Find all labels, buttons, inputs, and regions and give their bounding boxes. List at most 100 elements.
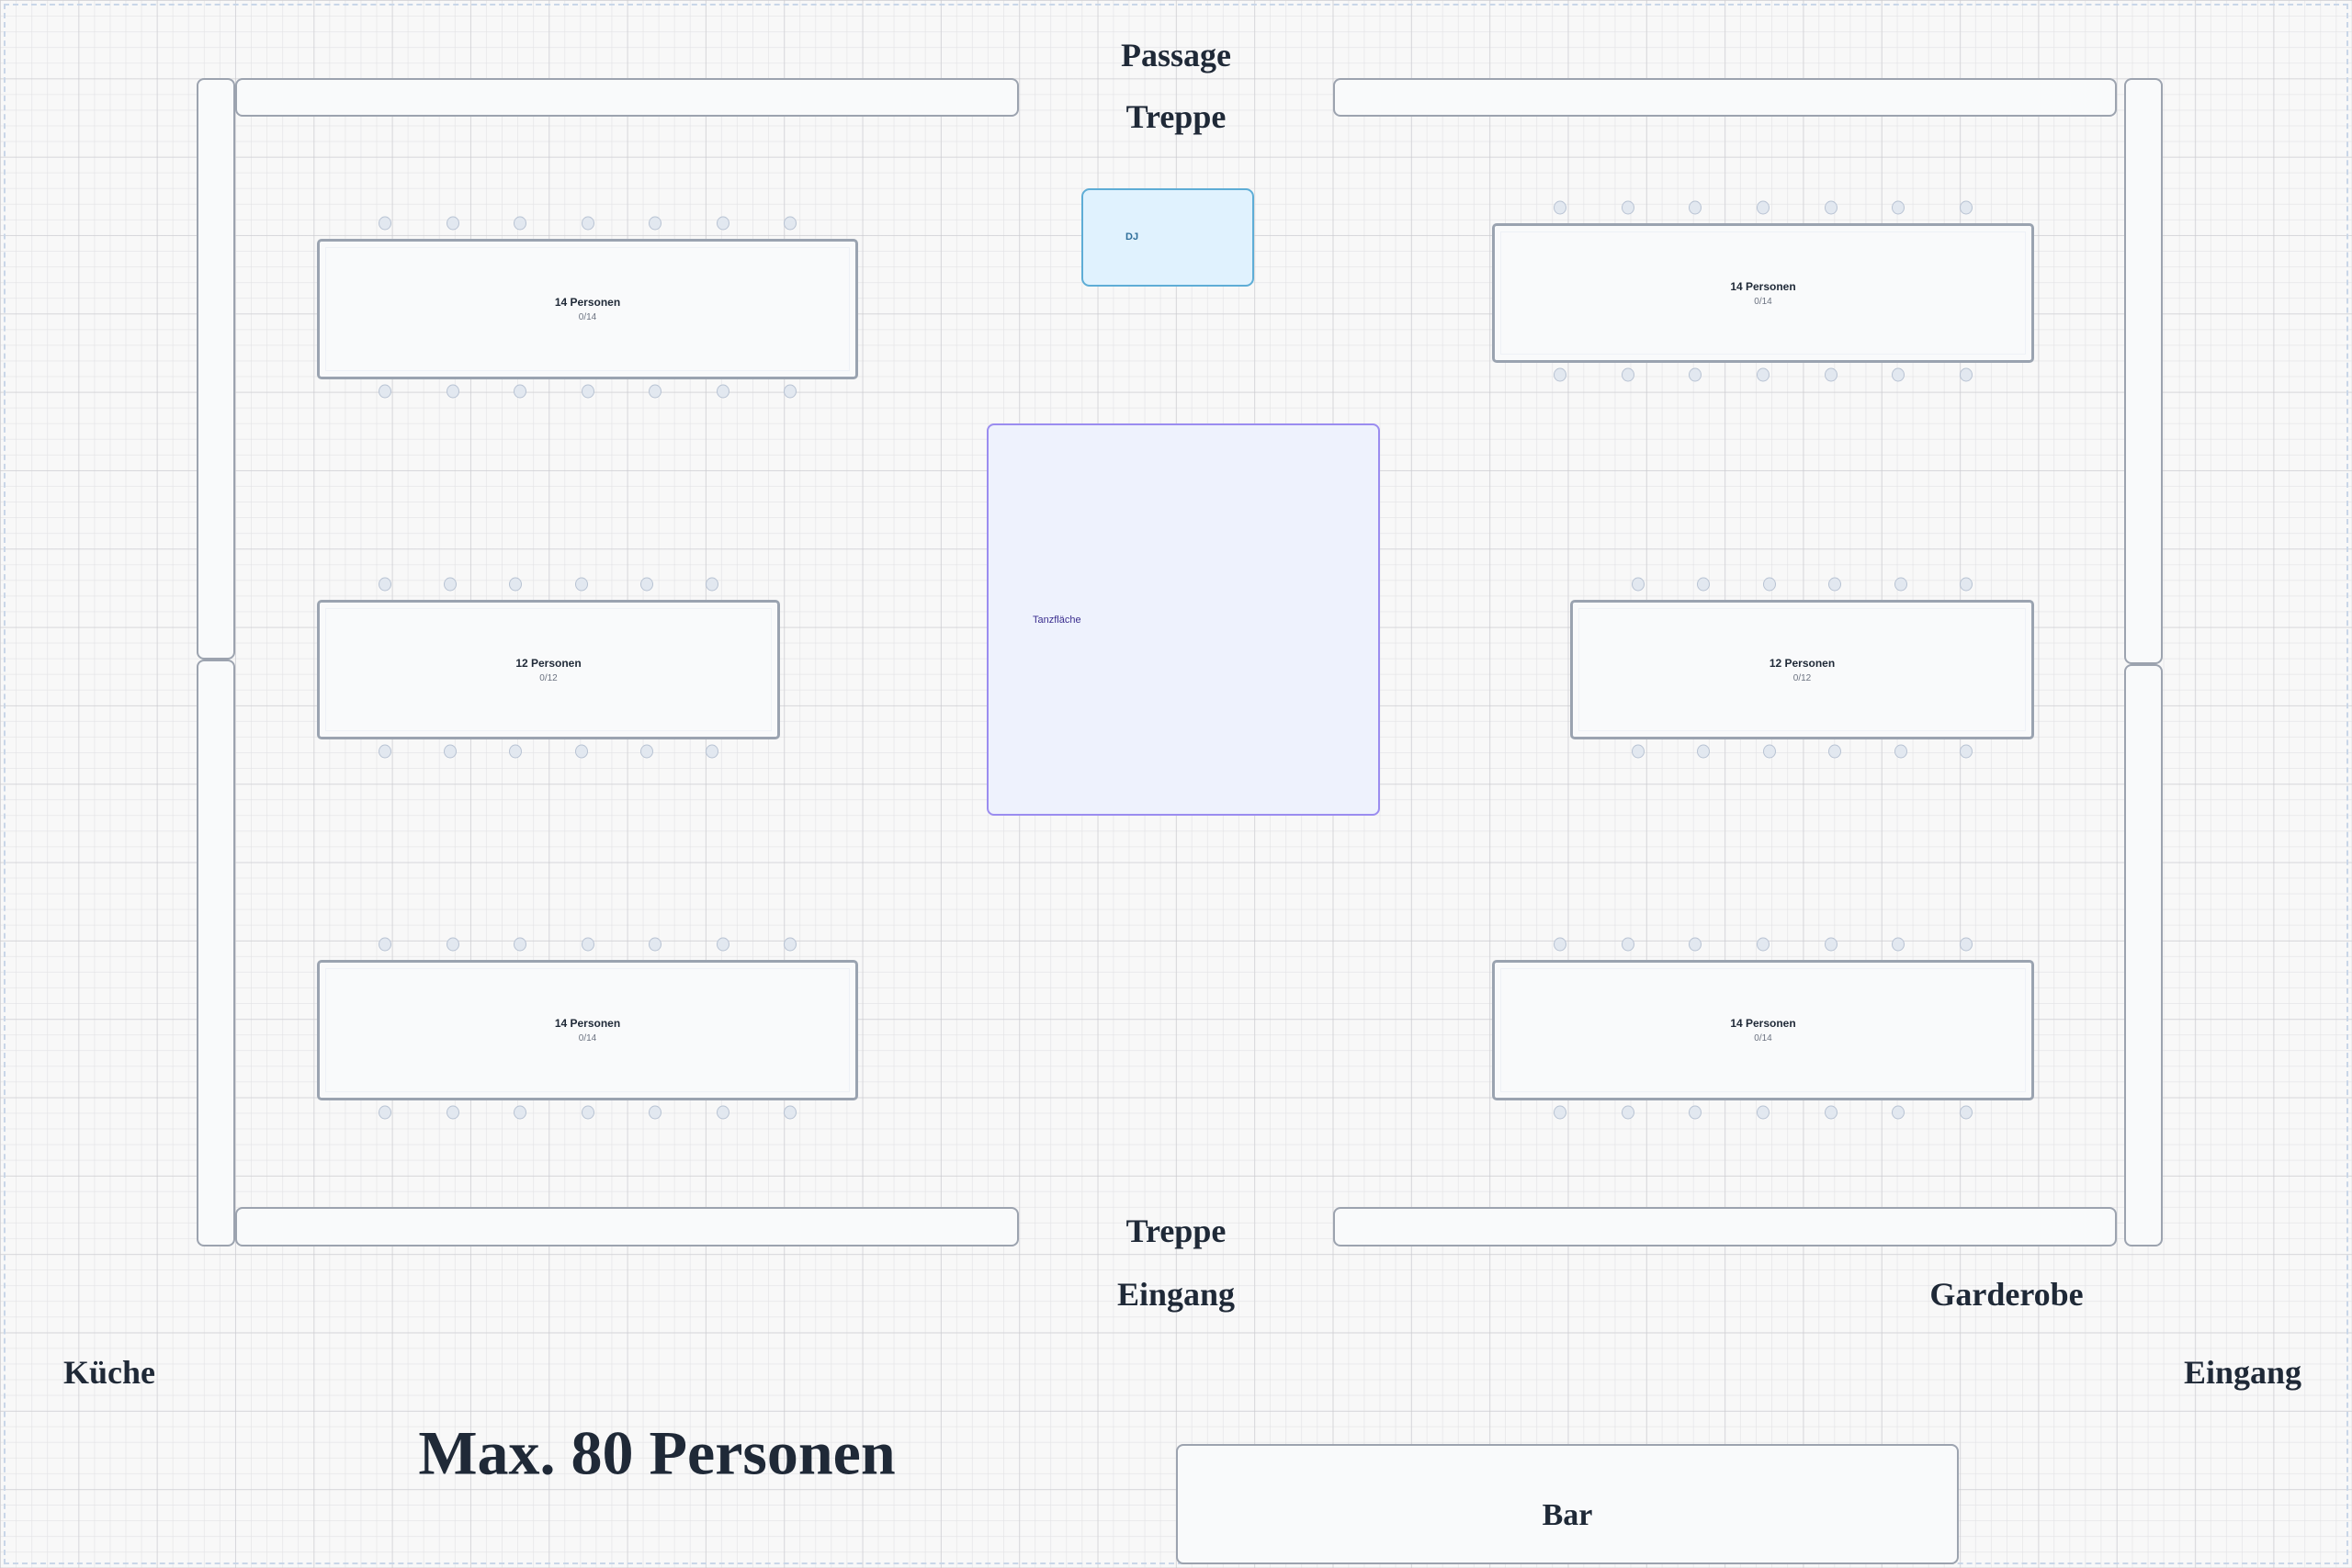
wall-right-upper[interactable]: [2124, 78, 2163, 664]
chair[interactable]: [1894, 577, 1907, 592]
chair[interactable]: [446, 1105, 459, 1120]
chair[interactable]: [784, 384, 797, 399]
wall-right-lower[interactable]: [2124, 664, 2163, 1247]
dj-booth[interactable]: DJ: [1081, 188, 1254, 287]
chair[interactable]: [1960, 1105, 1973, 1120]
chair[interactable]: [514, 216, 526, 231]
chair[interactable]: [1828, 577, 1842, 592]
chair[interactable]: [1960, 744, 1973, 759]
chair[interactable]: [1689, 200, 1702, 215]
chair[interactable]: [716, 384, 729, 399]
chair[interactable]: [1689, 1105, 1702, 1120]
dancefloor[interactable]: Tanzfläche: [987, 423, 1380, 816]
wall-top-right[interactable]: [1333, 78, 2117, 117]
chair[interactable]: [649, 937, 662, 952]
table[interactable]: 14 Personen 0/14: [1492, 223, 2034, 363]
chair[interactable]: [1554, 200, 1566, 215]
chair[interactable]: [706, 744, 718, 759]
chair[interactable]: [581, 216, 594, 231]
chair[interactable]: [379, 744, 391, 759]
chair[interactable]: [716, 1105, 729, 1120]
chair[interactable]: [1892, 1105, 1905, 1120]
chair[interactable]: [1689, 367, 1702, 382]
chair[interactable]: [581, 1105, 594, 1120]
chair[interactable]: [444, 577, 458, 592]
chair[interactable]: [514, 937, 526, 952]
chair[interactable]: [1824, 937, 1838, 952]
chair[interactable]: [784, 216, 797, 231]
chair[interactable]: [1689, 937, 1702, 952]
chair[interactable]: [581, 384, 594, 399]
wall-top-left[interactable]: [235, 78, 1019, 117]
chair[interactable]: [446, 384, 459, 399]
chair[interactable]: [1960, 577, 1973, 592]
chair[interactable]: [1554, 1105, 1566, 1120]
chair[interactable]: [379, 384, 391, 399]
chair[interactable]: [1828, 744, 1842, 759]
chair[interactable]: [446, 216, 459, 231]
chair[interactable]: [581, 937, 594, 952]
chair[interactable]: [1757, 1105, 1770, 1120]
chair[interactable]: [1632, 744, 1645, 759]
table[interactable]: 14 Personen 0/14: [317, 960, 858, 1100]
chair[interactable]: [1697, 744, 1711, 759]
label-passage: Passage: [1121, 37, 1231, 73]
table-occupancy: 0/12: [1792, 672, 1812, 683]
table[interactable]: 12 Personen 0/12: [1570, 600, 2034, 739]
chair[interactable]: [649, 216, 662, 231]
chair[interactable]: [649, 1105, 662, 1120]
chair[interactable]: [509, 744, 523, 759]
chair[interactable]: [706, 577, 718, 592]
chair[interactable]: [716, 937, 729, 952]
chair[interactable]: [1762, 577, 1776, 592]
table[interactable]: 12 Personen 0/12: [317, 600, 780, 739]
chair[interactable]: [1960, 937, 1973, 952]
chair[interactable]: [446, 937, 459, 952]
chair[interactable]: [1824, 1105, 1838, 1120]
chair[interactable]: [1762, 744, 1776, 759]
chair[interactable]: [1892, 937, 1905, 952]
chair[interactable]: [649, 384, 662, 399]
wall-left-upper[interactable]: [197, 78, 235, 660]
chair[interactable]: [379, 577, 391, 592]
chair[interactable]: [379, 937, 391, 952]
wall-left-lower[interactable]: [197, 660, 235, 1247]
wall-bottom-right[interactable]: [1333, 1207, 2117, 1247]
chair[interactable]: [1632, 577, 1645, 592]
chair[interactable]: [1697, 577, 1711, 592]
chair[interactable]: [1554, 367, 1566, 382]
chair[interactable]: [514, 384, 526, 399]
table[interactable]: 14 Personen 0/14: [317, 239, 858, 379]
chair[interactable]: [1757, 200, 1770, 215]
chair[interactable]: [1892, 367, 1905, 382]
chair[interactable]: [1824, 367, 1838, 382]
chair[interactable]: [639, 577, 653, 592]
chair[interactable]: [1892, 200, 1905, 215]
chair[interactable]: [444, 744, 458, 759]
chair[interactable]: [1894, 744, 1907, 759]
bar[interactable]: Bar: [1176, 1444, 1959, 1564]
chair[interactable]: [1757, 937, 1770, 952]
chair[interactable]: [1621, 367, 1634, 382]
chair[interactable]: [1621, 1105, 1634, 1120]
chair[interactable]: [509, 577, 523, 592]
chair[interactable]: [574, 577, 588, 592]
table[interactable]: 14 Personen 0/14: [1492, 960, 2034, 1100]
chair[interactable]: [716, 216, 729, 231]
dancefloor-label: Tanzfläche: [1033, 615, 1081, 626]
chair[interactable]: [639, 744, 653, 759]
chair[interactable]: [574, 744, 588, 759]
chair[interactable]: [514, 1105, 526, 1120]
chair[interactable]: [1960, 200, 1973, 215]
chair[interactable]: [784, 937, 797, 952]
chair[interactable]: [1554, 937, 1566, 952]
chair[interactable]: [1621, 937, 1634, 952]
chair[interactable]: [1621, 200, 1634, 215]
chair[interactable]: [379, 216, 391, 231]
chair[interactable]: [1824, 200, 1838, 215]
chair[interactable]: [784, 1105, 797, 1120]
chair[interactable]: [1757, 367, 1770, 382]
chair[interactable]: [1960, 367, 1973, 382]
chair[interactable]: [379, 1105, 391, 1120]
wall-bottom-left[interactable]: [235, 1207, 1019, 1247]
